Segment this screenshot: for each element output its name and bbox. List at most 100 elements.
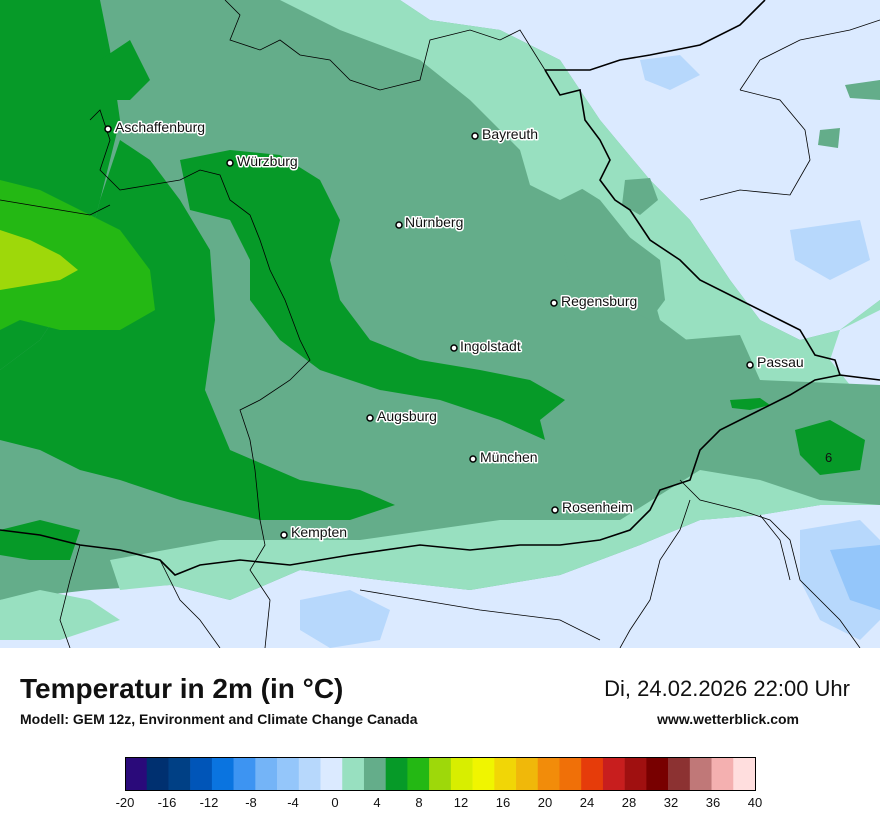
legend-swatch	[494, 757, 517, 790]
city-label-muenchen: München	[480, 449, 538, 465]
region-4-6	[560, 230, 665, 320]
forecast-datetime: Di, 24.02.2026 22:00 Uhr	[604, 676, 850, 701]
region-8-10	[0, 180, 155, 330]
legend-tick-label: -16	[157, 795, 177, 810]
legend-tick-label: 0	[331, 795, 339, 810]
region-minus2-0	[300, 590, 390, 648]
legend-tick-label: 24	[579, 795, 595, 810]
legend-swatch	[385, 757, 408, 790]
legend-swatch	[320, 757, 343, 790]
city-marker-ingolstadt	[450, 344, 458, 352]
legend-tick-label: 12	[453, 795, 469, 810]
legend-swatch	[624, 757, 647, 790]
legend-tick-label: 28	[621, 795, 637, 810]
temperature-map: Aschaffenburg Würzburg Bayreuth Nürnberg…	[0, 0, 880, 648]
legend-tick-label: -12	[199, 795, 219, 810]
legend-swatch	[429, 757, 452, 790]
region-10-12	[0, 230, 78, 290]
region-minus4-minus2	[830, 545, 880, 610]
city-label-nuernberg: Nürnberg	[405, 214, 463, 230]
city-marker-rosenheim	[551, 506, 559, 514]
map-title: Temperatur in 2m (in °C)	[20, 673, 344, 704]
legend-swatch	[537, 757, 560, 790]
city-label-ingolstadt: Ingolstadt	[460, 338, 521, 354]
region-6-8-southwest	[0, 520, 80, 560]
legend-swatch	[472, 757, 495, 790]
city-marker-wuerzburg	[226, 159, 234, 167]
legend-swatch	[602, 757, 625, 790]
region-6-8	[100, 40, 150, 100]
legend-ticks: -20 -16 -12 -8 -4 0 4 8 12 16 20 24 28 32 36 40	[105, 795, 775, 815]
region-0-2-northeast	[345, 0, 880, 340]
region-6-8-band	[180, 150, 565, 440]
legend-tick-label: 20	[537, 795, 553, 810]
region-minus2-0	[640, 55, 700, 90]
website-link[interactable]: www.wetterblick.com	[657, 711, 799, 727]
city-markers	[104, 125, 754, 539]
legend-swatch	[233, 757, 256, 790]
legend-swatch	[450, 757, 473, 790]
city-label-wuerzburg: Würzburg	[237, 153, 298, 169]
city-label-regensburg: Regensburg	[561, 293, 637, 309]
legend-tick-label: -20	[115, 795, 135, 810]
legend-border	[125, 757, 756, 791]
legend-tick-label: -8	[245, 795, 257, 810]
region-2-4	[0, 590, 120, 640]
region-4-6	[622, 178, 658, 215]
city-label-passau: Passau	[757, 354, 804, 370]
map-canvas: Aschaffenburg Würzburg Bayreuth Nürnberg…	[0, 0, 880, 648]
legend-tick-label: 32	[663, 795, 679, 810]
city-marker-regensburg	[550, 299, 558, 307]
legend-tick-label: -4	[287, 795, 299, 810]
legend-swatch	[190, 757, 213, 790]
model-info: Modell: GEM 12z, Environment and Climate…	[20, 711, 418, 727]
region-4-6	[818, 128, 840, 148]
legend-swatch	[646, 757, 669, 790]
city-label-rosenheim: Rosenheim	[562, 499, 633, 515]
legend-swatch	[211, 757, 234, 790]
city-label-aschaffenburg: Aschaffenburg	[115, 119, 205, 135]
legend-tick-label: 8	[415, 795, 423, 810]
legend-swatch	[168, 757, 191, 790]
city-marker-kempten	[280, 531, 288, 539]
legend-swatch	[559, 757, 582, 790]
color-legend	[125, 757, 756, 791]
legend-swatch	[689, 757, 712, 790]
region-6-8-small	[730, 398, 770, 410]
region-2-4	[110, 0, 880, 600]
legend-swatch	[516, 757, 539, 790]
city-marker-aschaffenburg	[104, 125, 112, 133]
region-0-2	[830, 310, 880, 390]
legend-swatch	[363, 757, 386, 790]
region-minus2-0	[790, 220, 870, 280]
legend-tick-label: 40	[747, 795, 763, 810]
city-marker-augsburg	[366, 414, 374, 422]
city-marker-muenchen	[469, 455, 477, 463]
region-4-6	[845, 80, 880, 100]
region-0-2-south	[0, 505, 880, 648]
legend-swatch	[581, 757, 604, 790]
city-label-kempten: Kempten	[291, 524, 347, 540]
legend-swatch	[277, 757, 300, 790]
region-6-8-east	[795, 420, 865, 475]
state-borders	[0, 0, 880, 648]
legend-swatch	[342, 757, 365, 790]
legend-tick-label: 36	[705, 795, 721, 810]
legend-swatch	[298, 757, 321, 790]
city-marker-bayreuth	[471, 132, 479, 140]
map-footer: Temperatur in 2m (in °C) Modell: GEM 12z…	[0, 648, 880, 830]
city-label-bayreuth: Bayreuth	[482, 126, 538, 142]
legend-tick-label: 4	[373, 795, 381, 810]
legend-tick-label: 16	[495, 795, 511, 810]
legend-swatch	[733, 757, 756, 790]
city-marker-passau	[746, 361, 754, 369]
city-label-augsburg: Augsburg	[377, 408, 437, 424]
legend-swatch	[407, 757, 430, 790]
legend-swatch	[146, 757, 169, 790]
legend-swatch	[125, 757, 148, 790]
city-marker-nuernberg	[395, 221, 403, 229]
legend-swatch	[255, 757, 278, 790]
legend-swatch	[668, 757, 691, 790]
isotherm-value-label: 6	[825, 450, 832, 465]
region-2-4	[520, 140, 600, 200]
